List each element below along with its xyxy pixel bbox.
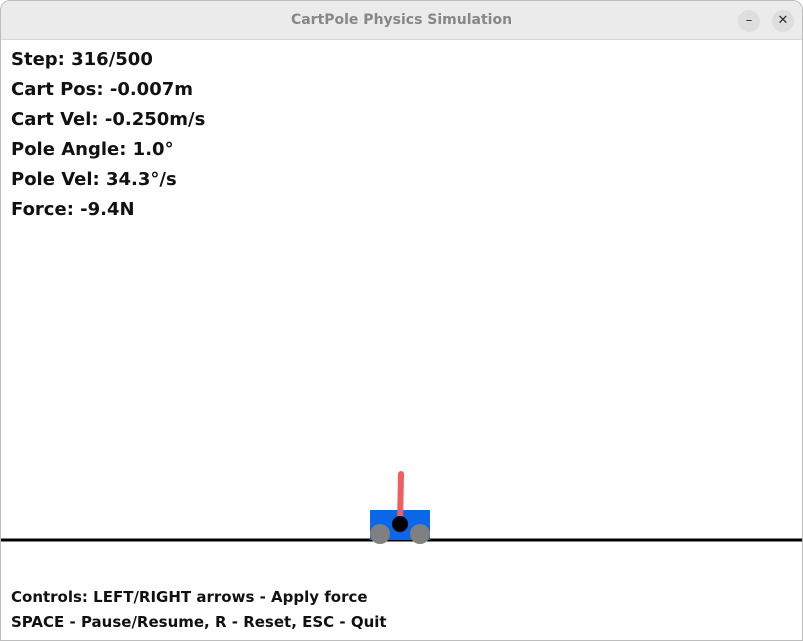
force-readout: Force: -9.4N <box>11 199 135 220</box>
pole <box>397 471 404 527</box>
pole-angle-readout: Pole Angle: 1.0° <box>11 139 174 160</box>
pole-pivot <box>392 516 408 532</box>
step-readout: Step: 316/500 <box>11 49 153 70</box>
cartpole-scene <box>1 471 802 544</box>
title-bar[interactable]: CartPole Physics Simulation – ✕ <box>1 1 802 40</box>
controls-help-line-2: SPACE - Pause/Resume, R - Reset, ESC - Q… <box>11 613 387 631</box>
left-wheel <box>370 524 390 544</box>
cart-velocity-readout: Cart Vel: -0.250m/s <box>11 109 206 130</box>
cart-position-readout: Cart Pos: -0.007m <box>11 79 194 100</box>
controls-help-line-1: Controls: LEFT/RIGHT arrows - Apply forc… <box>11 588 368 606</box>
pole-velocity-readout: Pole Vel: 34.3°/s <box>11 169 177 190</box>
right-wheel <box>410 524 430 544</box>
simulation-canvas: Step: 316/500 Cart Pos: -0.007m Cart Vel… <box>1 40 802 640</box>
minimize-icon[interactable]: – <box>738 10 760 32</box>
window-title: CartPole Physics Simulation <box>290 12 513 28</box>
close-icon[interactable]: ✕ <box>772 10 794 32</box>
